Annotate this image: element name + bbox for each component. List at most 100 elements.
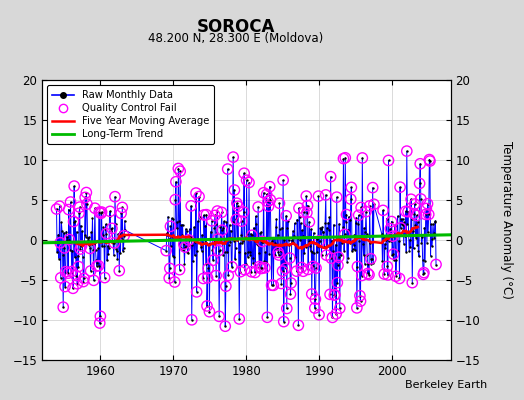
Point xyxy=(421,257,429,264)
Point xyxy=(188,242,196,248)
Point xyxy=(228,264,236,270)
Point xyxy=(342,211,351,218)
Point xyxy=(255,263,264,270)
Text: Berkeley Earth: Berkeley Earth xyxy=(405,380,487,390)
Point xyxy=(70,183,79,189)
Point xyxy=(325,214,334,220)
Point xyxy=(416,160,424,167)
Point xyxy=(78,243,86,249)
Point xyxy=(358,155,366,161)
Point xyxy=(256,265,265,272)
Point xyxy=(233,236,242,243)
Point xyxy=(75,210,83,216)
Point xyxy=(164,214,172,220)
Point xyxy=(330,292,339,298)
Point xyxy=(387,238,395,244)
Point xyxy=(222,219,231,225)
Point xyxy=(341,154,350,161)
Point xyxy=(357,272,366,279)
Point xyxy=(339,155,347,162)
Point xyxy=(391,273,400,280)
Point xyxy=(55,255,63,262)
Point xyxy=(432,261,440,268)
Point xyxy=(307,248,315,254)
Point xyxy=(256,265,265,272)
Point xyxy=(347,184,356,190)
Point xyxy=(315,238,324,244)
Point xyxy=(106,208,114,214)
Point xyxy=(208,218,216,224)
Point xyxy=(386,226,395,232)
Point xyxy=(299,233,307,239)
Point xyxy=(290,233,298,239)
Point xyxy=(292,242,300,248)
Point xyxy=(335,305,344,312)
Point xyxy=(169,216,178,222)
Point xyxy=(431,219,439,226)
Point xyxy=(340,248,348,254)
Point xyxy=(401,232,409,239)
Point xyxy=(283,225,291,232)
Point xyxy=(305,219,313,225)
Point xyxy=(416,180,424,187)
Point xyxy=(244,249,253,255)
Point xyxy=(318,252,326,258)
Point xyxy=(286,255,294,261)
Point xyxy=(356,298,365,304)
Point xyxy=(384,272,392,278)
Point xyxy=(405,231,413,238)
Point xyxy=(80,232,89,238)
Point xyxy=(386,231,394,238)
Point xyxy=(99,232,107,239)
Point xyxy=(58,228,66,234)
Point xyxy=(113,248,121,254)
Point xyxy=(165,236,173,242)
Point xyxy=(297,220,305,226)
Point xyxy=(287,280,295,286)
Point xyxy=(425,156,433,163)
Point xyxy=(333,280,342,286)
Point xyxy=(332,311,340,317)
Point xyxy=(176,266,184,273)
Point xyxy=(68,268,76,275)
Point xyxy=(411,222,420,229)
Point xyxy=(328,238,336,244)
Point xyxy=(320,243,328,250)
Point xyxy=(305,219,313,225)
Point xyxy=(66,247,74,254)
Point xyxy=(281,260,289,266)
Point xyxy=(210,238,218,244)
Point xyxy=(69,285,77,292)
Point xyxy=(298,227,306,234)
Point xyxy=(208,218,216,224)
Point xyxy=(266,196,275,203)
Point xyxy=(230,187,238,193)
Point xyxy=(385,238,394,244)
Point xyxy=(303,209,311,216)
Point xyxy=(289,238,298,245)
Point xyxy=(339,155,347,162)
Point xyxy=(214,236,222,242)
Point xyxy=(427,221,435,228)
Point xyxy=(428,243,436,249)
Point xyxy=(366,240,375,246)
Point xyxy=(263,191,271,198)
Point xyxy=(202,212,211,218)
Point xyxy=(334,254,343,260)
Point xyxy=(80,275,88,282)
Point xyxy=(189,237,198,243)
Point xyxy=(381,244,390,251)
Point xyxy=(87,229,95,236)
Point xyxy=(329,314,337,320)
Point xyxy=(278,268,287,274)
Point xyxy=(399,222,407,228)
Point xyxy=(97,210,105,216)
Point xyxy=(76,246,84,252)
Point xyxy=(121,227,129,234)
Point xyxy=(76,246,84,252)
Point xyxy=(69,218,78,225)
Point xyxy=(412,212,421,219)
Point xyxy=(361,229,369,235)
Point xyxy=(319,229,328,236)
Point xyxy=(308,291,316,297)
